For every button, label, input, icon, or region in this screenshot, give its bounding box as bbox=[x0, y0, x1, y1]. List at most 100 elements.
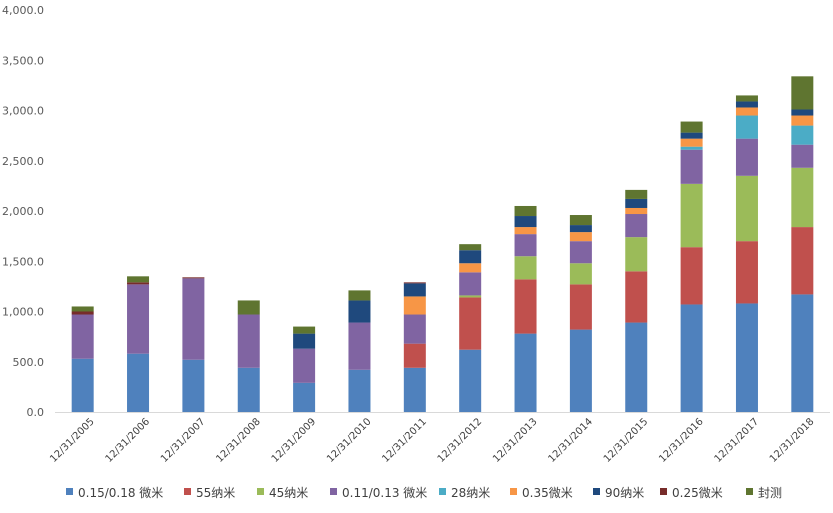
legend-swatch bbox=[510, 488, 517, 495]
bar-segment bbox=[514, 205, 537, 217]
bar-segment bbox=[791, 294, 814, 412]
bar-segment bbox=[459, 295, 482, 298]
bar-segment bbox=[459, 297, 482, 350]
bar-segment bbox=[403, 367, 426, 412]
x-tick-label: 12/31/2016 bbox=[657, 416, 706, 465]
bar-segment bbox=[71, 314, 94, 359]
y-axis-ticks: 0.0 500.0 1,000.0 1,500.0 2,000.0 2,500.0 3,00… bbox=[2, 4, 44, 419]
y-tick-label: 4,000.0 bbox=[2, 4, 44, 17]
bar-segment bbox=[735, 241, 758, 304]
wechat-icon bbox=[699, 469, 722, 487]
bar-segment bbox=[791, 227, 814, 295]
bar-segment bbox=[625, 189, 648, 199]
x-tick-label: 12/31/2005 bbox=[48, 416, 97, 465]
legend-swatch bbox=[593, 488, 600, 495]
bar-segment bbox=[791, 167, 814, 228]
bar-segment bbox=[680, 138, 703, 147]
bar-segment bbox=[680, 304, 703, 412]
y-tick-label: 2,000.0 bbox=[2, 205, 44, 218]
legend-label: 90纳米 bbox=[605, 486, 644, 500]
watermark-text: 并购优塾 bbox=[726, 467, 794, 488]
bar-segment bbox=[459, 250, 482, 264]
bar-segment bbox=[735, 107, 758, 116]
bar-segment bbox=[459, 263, 482, 273]
legend: 0.15/0.18 微米 55纳米 45纳米 0.11/0.13 微米 28纳米 0.35… bbox=[66, 486, 782, 500]
bar-segment bbox=[735, 303, 758, 412]
legend-label: 0.15/0.18 微米 bbox=[78, 486, 163, 500]
bar-segment bbox=[680, 183, 703, 248]
bar-segment bbox=[569, 263, 592, 285]
x-tick-label: 12/31/2017 bbox=[713, 416, 762, 465]
y-tick-label: 500.0 bbox=[13, 356, 45, 369]
bar-segment bbox=[680, 146, 703, 150]
bars bbox=[71, 76, 814, 412]
x-tick-label: 12/31/2012 bbox=[436, 416, 485, 465]
bar-segment bbox=[459, 244, 482, 251]
bar-segment bbox=[403, 283, 426, 297]
x-tick-label: 12/31/2007 bbox=[159, 416, 208, 465]
watermark: 并购优塾 bbox=[699, 467, 794, 488]
bar-segment bbox=[514, 279, 537, 334]
bar-segment bbox=[459, 272, 482, 296]
bar-segment bbox=[127, 353, 150, 412]
x-tick-label: 12/31/2013 bbox=[491, 416, 540, 465]
y-tick-label: 0.0 bbox=[27, 406, 45, 419]
x-axis-ticks: 12/31/2005 12/31/2006 12/31/2007 12/31/2008… bbox=[48, 416, 816, 465]
bar-segment bbox=[791, 125, 814, 145]
bar-segment bbox=[514, 227, 537, 235]
y-tick-label: 2,500.0 bbox=[2, 155, 44, 168]
bar-segment bbox=[71, 311, 94, 315]
legend-swatch bbox=[330, 488, 337, 495]
bar-segment bbox=[459, 349, 482, 412]
bar-segment bbox=[791, 76, 814, 110]
legend-swatch bbox=[439, 488, 446, 495]
bar-segment bbox=[735, 95, 758, 102]
bar-segment bbox=[293, 382, 316, 412]
bar-segment bbox=[71, 358, 94, 412]
legend-swatch bbox=[660, 488, 667, 495]
bar-segment bbox=[680, 149, 703, 184]
bar-segment bbox=[127, 282, 150, 285]
bar-segment bbox=[71, 306, 94, 312]
bar-segment bbox=[348, 300, 371, 323]
legend-swatch bbox=[66, 488, 73, 495]
x-tick-label: 12/31/2009 bbox=[270, 416, 319, 465]
bar-segment bbox=[625, 322, 648, 412]
bar-segment bbox=[182, 278, 205, 360]
legend-swatch bbox=[184, 488, 191, 495]
bar-segment bbox=[569, 225, 592, 233]
legend-label: 45纳米 bbox=[269, 486, 308, 500]
bar-segment bbox=[403, 296, 426, 315]
legend-label: 55纳米 bbox=[196, 486, 235, 500]
bar-segment bbox=[182, 277, 205, 279]
bar-segment bbox=[680, 247, 703, 305]
bar-segment bbox=[625, 207, 648, 215]
bar-segment bbox=[680, 132, 703, 139]
bar-segment bbox=[514, 256, 537, 280]
x-tick-label: 12/31/2015 bbox=[602, 416, 651, 465]
bar-segment bbox=[735, 101, 758, 108]
bar-segment bbox=[735, 115, 758, 139]
bar-segment bbox=[735, 175, 758, 242]
bar-segment bbox=[237, 300, 260, 315]
y-tick-label: 3,000.0 bbox=[2, 105, 44, 118]
bar-segment bbox=[403, 282, 426, 284]
x-tick-label: 12/31/2018 bbox=[768, 416, 817, 465]
bar-segment bbox=[680, 121, 703, 133]
bar-segment bbox=[791, 109, 814, 116]
bar-segment bbox=[348, 322, 371, 370]
bar-segment bbox=[569, 232, 592, 242]
bar-segment bbox=[569, 241, 592, 264]
y-tick-label: 1,500.0 bbox=[2, 255, 44, 268]
bar-segment bbox=[625, 271, 648, 323]
x-tick-label: 12/31/2006 bbox=[104, 416, 153, 465]
bar-segment bbox=[514, 333, 537, 412]
bar-segment bbox=[514, 216, 537, 228]
bar-segment bbox=[127, 276, 150, 283]
bar-segment bbox=[569, 284, 592, 330]
bar-segment bbox=[403, 314, 426, 344]
y-tick-label: 3,500.0 bbox=[2, 54, 44, 67]
legend-label: 28纳米 bbox=[451, 486, 490, 500]
bar-segment bbox=[625, 198, 648, 208]
